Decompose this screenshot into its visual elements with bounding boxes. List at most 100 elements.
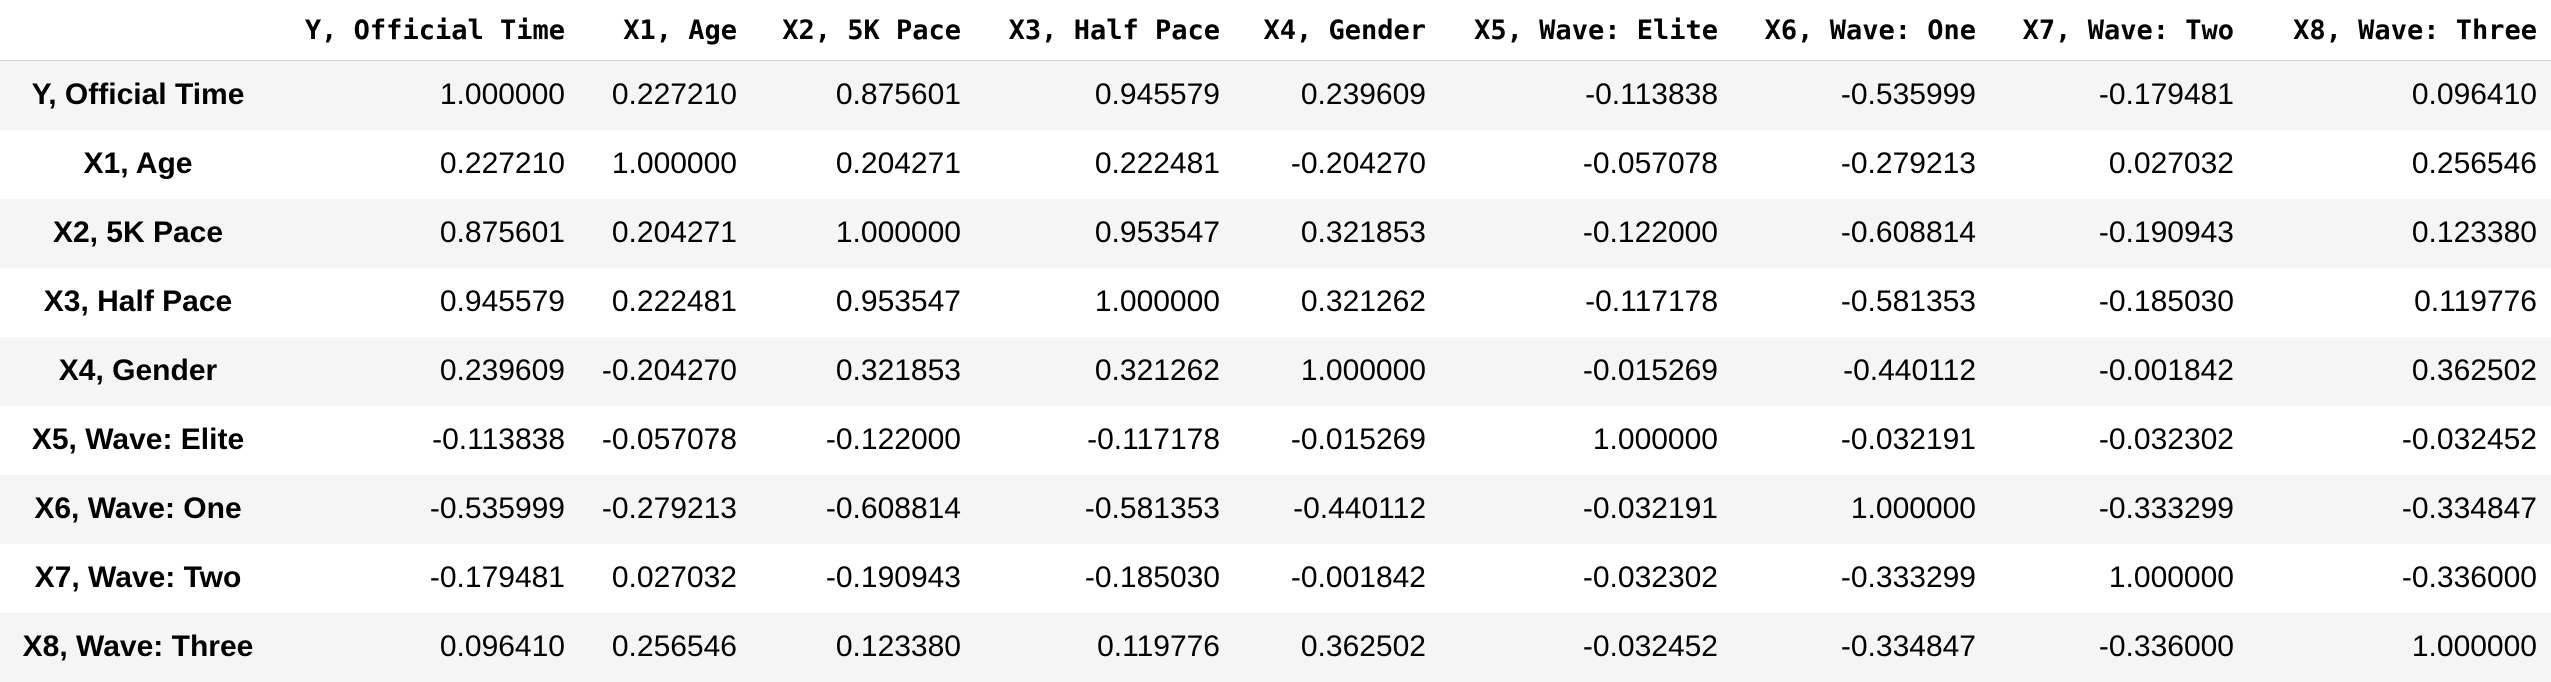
table-cell: 1.000000: [1300, 354, 1426, 387]
row-label: X2, 5K Pace: [52, 216, 224, 249]
table-cell: 0.875601: [835, 78, 961, 112]
table-cell: 0.123380: [2411, 216, 2537, 249]
column-header: X6, Wave: One: [1732, 0, 1990, 61]
table-cell: 0.119776: [2414, 285, 2537, 318]
table-cell: -0.204270: [1290, 147, 1426, 180]
table-cell: -0.032452: [1582, 630, 1718, 663]
table-cell: 1.000000: [2411, 630, 2537, 663]
table-cell: -0.334847: [2401, 492, 2537, 525]
table-row: X5, Wave: Elite -0.113838 -0.057078 -0.1…: [0, 405, 2551, 475]
table-cell: -0.185030: [1084, 561, 1220, 594]
table-cell: 1.000000: [611, 147, 737, 180]
table-cell: -0.122000: [1582, 216, 1718, 249]
table-cell: 0.321262: [1300, 285, 1426, 318]
table-cell: -0.122000: [825, 423, 961, 456]
table-cell: 1.000000: [835, 216, 961, 249]
table-row: X3, Half Pace 0.945579 0.222481 0.953547…: [0, 267, 2551, 337]
table-cell: 0.204271: [835, 147, 961, 180]
table-cell: 0.027032: [611, 561, 737, 594]
column-header: X8, Wave: Three: [2248, 0, 2551, 61]
table-cell: 0.953547: [1094, 216, 1220, 249]
table-cell: 0.222481: [1094, 147, 1220, 180]
table-cell: -0.333299: [1840, 561, 1976, 594]
table-cell: 0.096410: [2411, 78, 2537, 112]
column-header: X2, 5K Pace: [751, 0, 975, 61]
table-cell: 1.000000: [439, 78, 565, 112]
table-cell: 0.027032: [2108, 147, 2234, 180]
table-cell: 0.321853: [835, 354, 961, 387]
table-cell: -0.190943: [825, 561, 961, 594]
row-label: Y, Official Time: [31, 78, 245, 112]
table-cell: -0.032191: [1582, 492, 1718, 525]
table-cell: -0.117178: [1087, 423, 1220, 456]
table-cell: 0.227210: [439, 147, 565, 180]
index-header-corner: [0, 0, 276, 61]
table-cell: -0.001842: [1290, 561, 1426, 594]
table-cell: 0.204271: [611, 216, 737, 249]
table-cell: -0.185030: [2098, 285, 2234, 318]
table-cell: -0.581353: [1840, 285, 1976, 318]
table-cell: 0.239609: [439, 354, 565, 387]
table-cell: -0.113838: [432, 423, 565, 456]
table-body: Y, Official Time 1.000000 0.227210 0.875…: [0, 60, 2551, 682]
row-label: X3, Half Pace: [43, 285, 233, 318]
row-label: X5, Wave: Elite: [31, 423, 245, 456]
table-cell: -0.015269: [1582, 354, 1718, 387]
column-header: X3, Half Pace: [975, 0, 1234, 61]
table-cell: -0.440112: [1293, 492, 1426, 525]
table-header: Y, Official Time X1, Age X2, 5K Pace X3,…: [0, 0, 2551, 61]
table-cell: -0.204270: [601, 354, 737, 387]
table-row: Y, Official Time 1.000000 0.227210 0.875…: [0, 60, 2551, 130]
table-row: X7, Wave: Two -0.179481 0.027032 -0.1909…: [0, 543, 2551, 613]
table-cell: -0.535999: [429, 492, 565, 525]
table-cell: -0.535999: [1840, 78, 1976, 112]
table-cell: -0.608814: [825, 492, 961, 525]
table-cell: 0.953547: [835, 285, 961, 318]
table-cell: 0.945579: [1094, 78, 1220, 112]
column-header: X7, Wave: Two: [1990, 0, 2248, 61]
table-cell: -0.032302: [2098, 423, 2234, 456]
header-row: Y, Official Time X1, Age X2, 5K Pace X3,…: [0, 0, 2551, 61]
table-cell: -0.113838: [1585, 78, 1718, 112]
table-cell: 1.000000: [1094, 285, 1220, 318]
table-cell: 0.321262: [1094, 354, 1220, 387]
row-label: X7, Wave: Two: [34, 561, 242, 594]
table-row: X1, Age 0.227210 1.000000 0.204271 0.222…: [0, 129, 2551, 199]
table-cell: 1.000000: [1850, 492, 1976, 525]
table-cell: -0.032452: [2401, 423, 2537, 456]
table-cell: -0.057078: [601, 423, 737, 456]
table-row: X8, Wave: Three 0.096410 0.256546 0.1233…: [0, 612, 2551, 682]
table-cell: -0.336000: [2401, 561, 2537, 594]
table-cell: -0.608814: [1840, 216, 1976, 249]
table-cell: -0.334847: [1840, 630, 1976, 663]
table-row: X2, 5K Pace 0.875601 0.204271 1.000000 0…: [0, 198, 2551, 268]
table-cell: 0.945579: [439, 285, 565, 318]
table-cell: -0.117178: [1585, 285, 1718, 318]
table-cell: 1.000000: [1592, 423, 1718, 456]
table-cell: 1.000000: [2108, 561, 2234, 594]
table-cell: 0.362502: [1300, 630, 1426, 663]
table-cell: -0.333299: [2098, 492, 2234, 525]
table-cell: -0.001842: [2098, 354, 2234, 387]
table-cell: 0.222481: [611, 285, 737, 318]
column-header: X1, Age: [579, 0, 751, 61]
row-label: X6, Wave: One: [34, 492, 242, 525]
column-header: X5, Wave: Elite: [1440, 0, 1732, 61]
row-label: X8, Wave: Three: [22, 630, 254, 663]
table-cell: -0.440112: [1843, 354, 1976, 387]
table-cell: 0.119776: [1097, 630, 1220, 663]
row-label: X1, Age: [83, 147, 193, 180]
table-cell: -0.032191: [1840, 423, 1976, 456]
table-cell: -0.179481: [2098, 78, 2234, 112]
table-cell: -0.179481: [429, 561, 565, 594]
table-cell: -0.581353: [1084, 492, 1220, 525]
table-row: X4, Gender 0.239609 -0.204270 0.321853 0…: [0, 336, 2551, 406]
table-cell: 0.227210: [611, 78, 737, 112]
table-cell: -0.336000: [2098, 630, 2234, 663]
table-cell: 0.321853: [1300, 216, 1426, 249]
table-cell: -0.057078: [1582, 147, 1718, 180]
table-cell: 0.362502: [2411, 354, 2537, 387]
table-row: X6, Wave: One -0.535999 -0.279213 -0.608…: [0, 474, 2551, 544]
table-cell: 0.239609: [1300, 78, 1426, 112]
table-cell: -0.279213: [601, 492, 737, 525]
